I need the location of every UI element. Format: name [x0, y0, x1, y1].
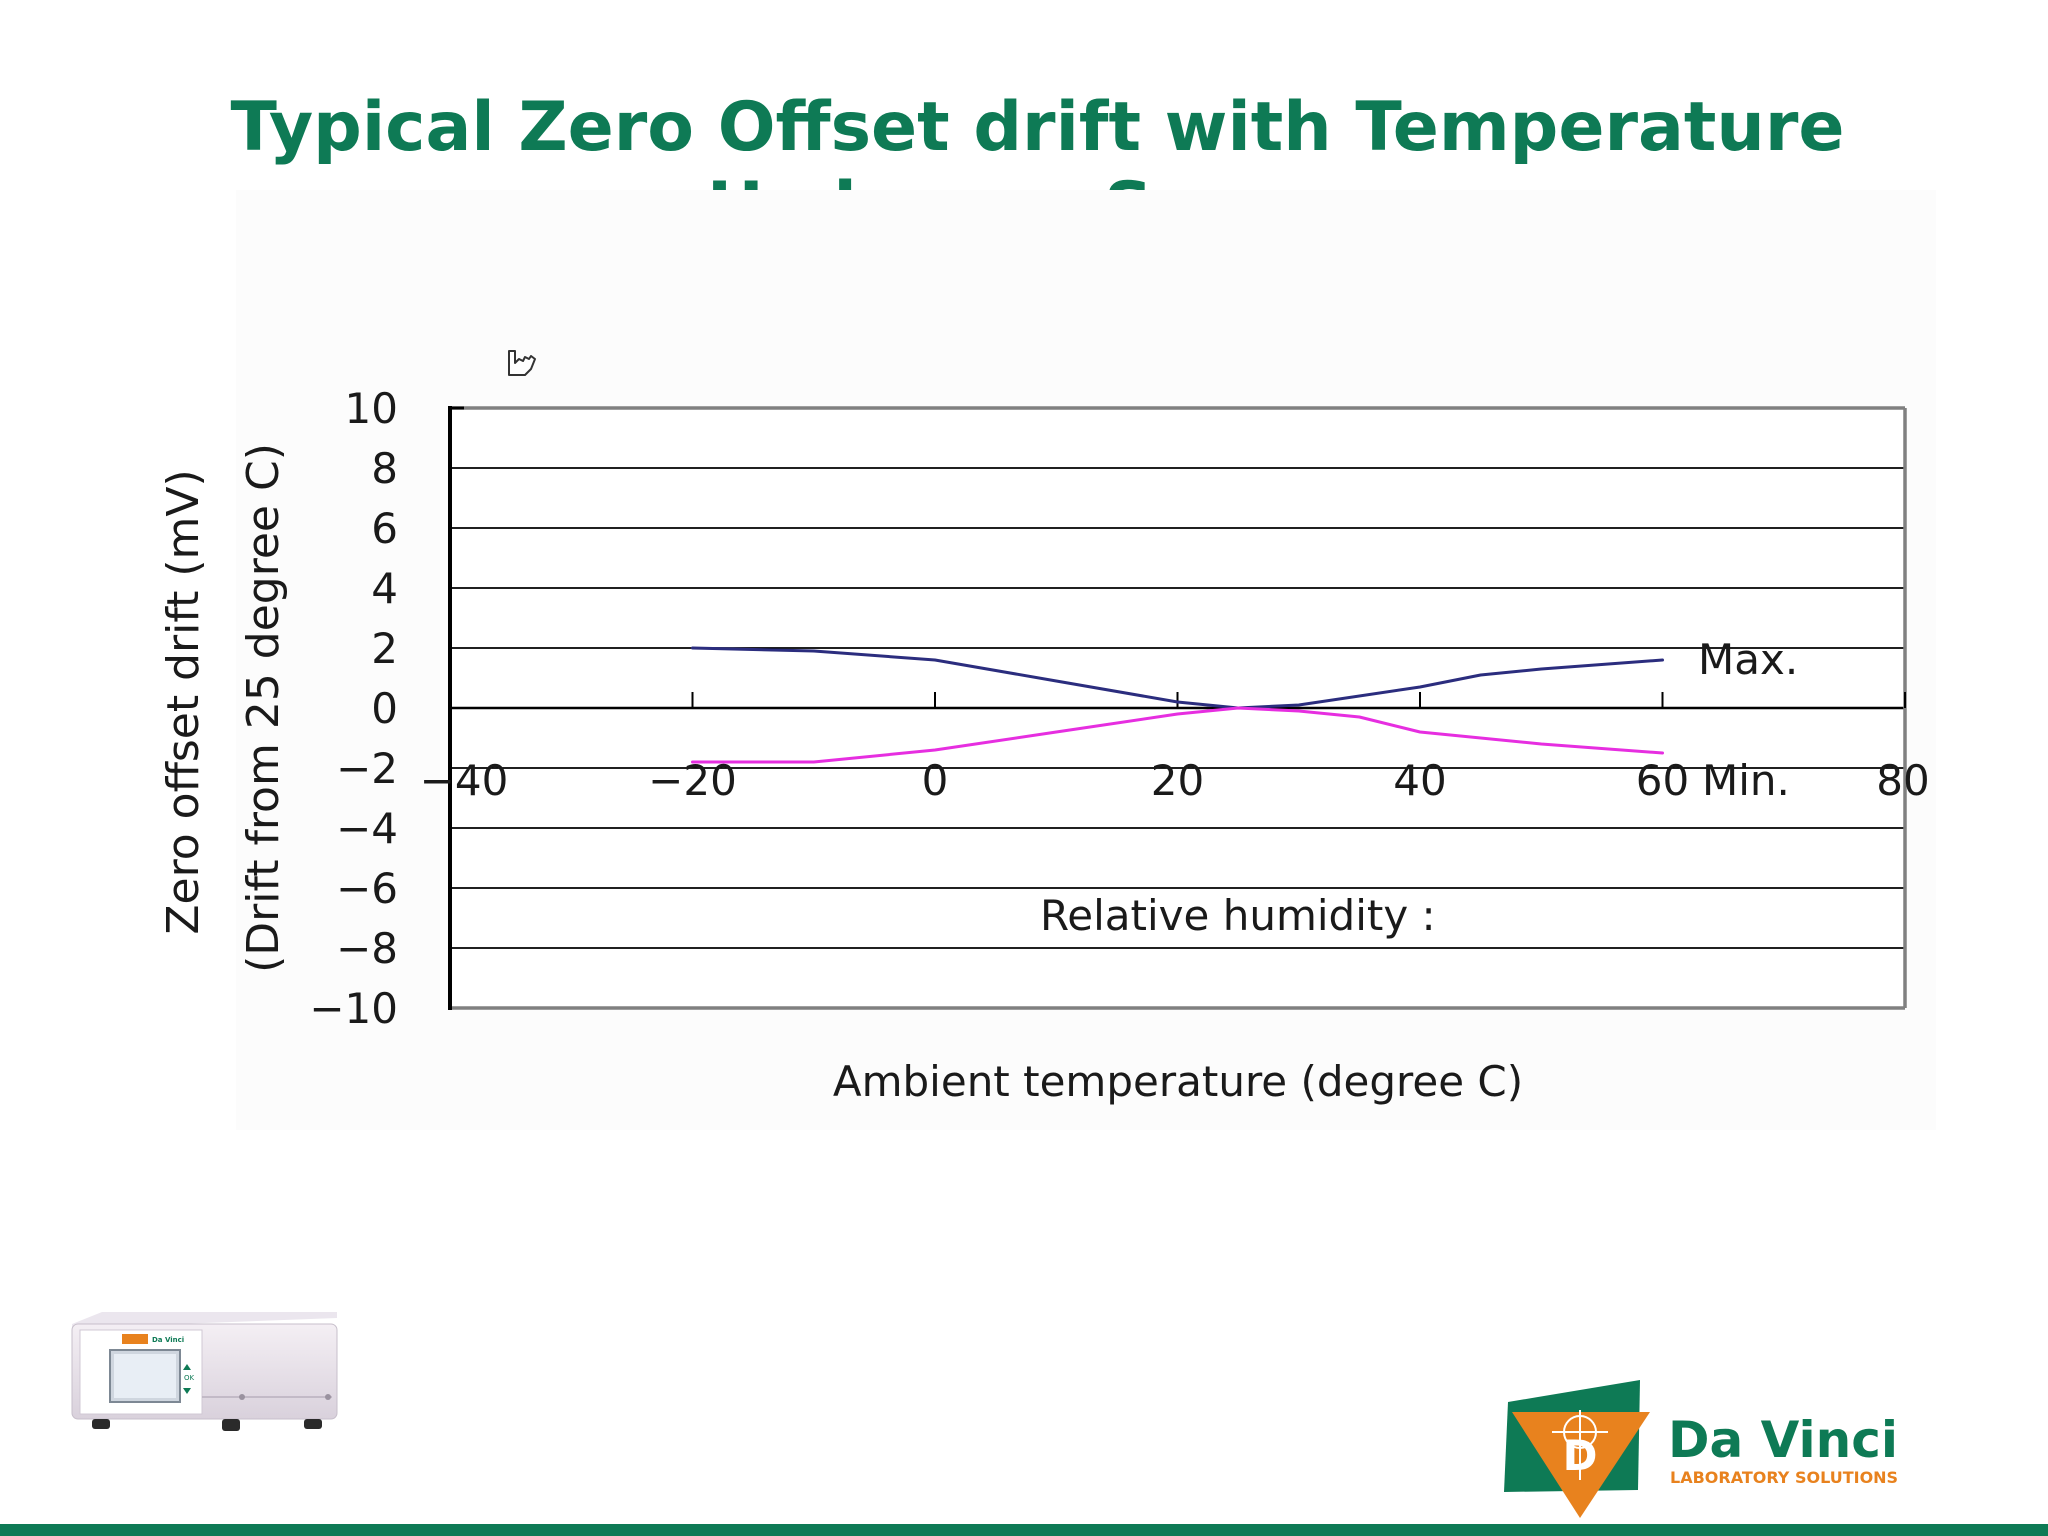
series-label-min: Min. [1702, 756, 1790, 805]
brand-tagline: LABORATORY SOLUTIONS [1670, 1468, 1899, 1487]
y-tick-label: −8 [336, 924, 398, 973]
device-ok-label: OK [184, 1374, 195, 1382]
axis-layer [448, 406, 1907, 1010]
y-tick-label: 6 [371, 504, 398, 553]
chart-annotation: Relative humidity : [1040, 891, 1436, 940]
y-tick-label: −6 [336, 864, 398, 913]
da-vinci-logo: D [1504, 1380, 1650, 1518]
y-tick-label: −10 [309, 984, 398, 1033]
y-tick-label: −4 [336, 804, 398, 853]
x-tick-label: −20 [648, 756, 737, 805]
x-tick-label: −40 [420, 756, 509, 805]
y-axis-label-line2: (Drift from 25 degree C) [238, 443, 289, 973]
brand-name: Da Vinci [1668, 1411, 1898, 1469]
x-tick-label: 20 [1151, 756, 1204, 805]
logo-monogram: D [1563, 1431, 1598, 1480]
hand-cursor-icon [508, 350, 536, 376]
y-axis-label-line1: Zero offset drift (mV) [158, 469, 209, 934]
sensor-device-image: Da Vinci OK [71, 1312, 338, 1431]
y-tick-label: −2 [336, 744, 398, 793]
y-tick-label: 2 [371, 624, 398, 673]
y-tick-label: 4 [371, 564, 398, 613]
footer-bar [0, 1524, 2048, 1536]
x-tick-label: 40 [1393, 756, 1446, 805]
series-line-min [691, 706, 1664, 764]
y-tick-label: 8 [371, 444, 398, 493]
y-tick-label: 0 [371, 684, 398, 733]
x-axis-label: Ambient temperature (degree C) [833, 1057, 1523, 1106]
y-tick-label: 10 [345, 384, 398, 433]
series-label-max: Max. [1698, 635, 1798, 684]
x-tick-label: 80 [1876, 756, 1929, 805]
x-tick-label: 0 [922, 756, 949, 805]
slide-title-line1: Typical Zero Offset drift with Temperatu… [230, 88, 1845, 167]
series-layer [691, 646, 1664, 764]
device-brand-label: Da Vinci [152, 1336, 184, 1344]
x-tick-label: 60 [1636, 756, 1689, 805]
